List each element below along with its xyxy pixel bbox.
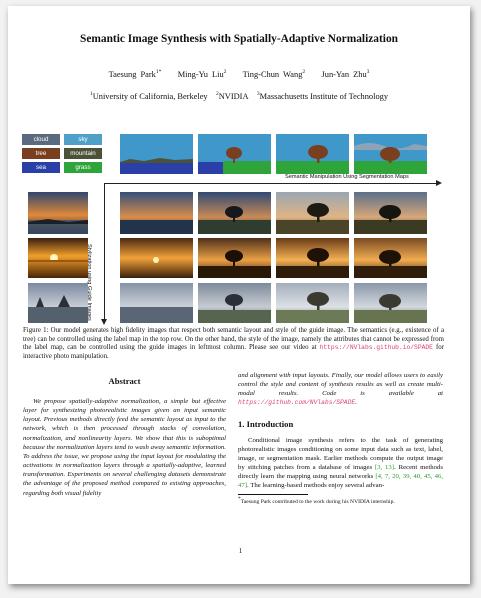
code-url-link[interactable]: https://github.com/NVlabs/SPADE xyxy=(238,399,356,407)
citation-link[interactable]: [4, 7, 20, 39, 40, 45, 46, 47] xyxy=(238,473,444,490)
author-list: Taesung Park1* Ming-Yu Liu2 Ting-Chun Wa… xyxy=(8,69,470,79)
author-name: Taesung Park xyxy=(108,69,156,79)
horizontal-axis-label: Semantic Manipulation Using Segmentation… xyxy=(285,174,409,180)
right-column: and alignment with input layouts. Finall… xyxy=(238,371,443,504)
author-sup: 3 xyxy=(366,69,370,75)
segmap-3 xyxy=(276,134,349,174)
intro-part-2: . Recent methods directly learn the mapp… xyxy=(238,464,444,481)
affiliation-list: 1University of California, Berkeley 2NVI… xyxy=(8,91,470,101)
result-r2-c2 xyxy=(198,238,271,278)
figure-caption: Figure 1: Our model generates high fidel… xyxy=(23,327,444,362)
legend-sky: sky xyxy=(64,134,102,145)
intro-part-1: Conditional image synthesis refers to th… xyxy=(238,436,443,472)
abstract-continued-text: and alignment with input layouts. Finall… xyxy=(238,372,443,398)
abstract-continued: and alignment with input layouts. Finall… xyxy=(238,371,443,408)
caption-tail: for interactive photo manipulation. xyxy=(23,344,444,361)
result-r2-c1 xyxy=(120,238,193,278)
result-r1-c2 xyxy=(198,192,271,234)
result-r1-c1 xyxy=(120,192,193,234)
vertical-axis-arrow xyxy=(101,183,107,325)
footnote-rule xyxy=(238,493,308,495)
result-r2-c3 xyxy=(276,238,349,278)
intro-part-3: . The learning-based methods enjoy sever… xyxy=(247,482,385,490)
footnote: *Taesung Park contributed to the work du… xyxy=(238,496,443,505)
segmap-4 xyxy=(354,134,427,174)
segmap-2 xyxy=(198,134,271,174)
legend-grass: grass xyxy=(64,162,102,173)
author-name: Jun-Yan Zhu xyxy=(321,69,367,79)
result-r3-c2 xyxy=(198,283,271,323)
legend-tree: tree xyxy=(22,148,60,159)
footnote-text: Taesung Park contributed to the work dur… xyxy=(240,498,395,505)
segmap-1 xyxy=(120,134,193,174)
affiliation-name: University of California, Berkeley xyxy=(92,91,208,101)
introduction-heading: 1. Introduction xyxy=(238,418,294,429)
affiliation-sup: 1 xyxy=(89,91,93,97)
affiliation-sup: 2 xyxy=(216,91,219,97)
legend-sea: sea xyxy=(22,162,60,173)
result-r1-c4 xyxy=(354,192,427,234)
author-sup: 2 xyxy=(302,69,306,75)
affiliation-name: Massachusetts Institute of Technology xyxy=(259,91,389,101)
result-r3-c3 xyxy=(276,283,349,323)
label-legend: cloud sky tree mountain sea grass xyxy=(22,134,102,174)
guide-image-2 xyxy=(28,238,88,278)
horizontal-axis-arrow xyxy=(104,180,442,186)
author-name: Ming-Yu Liu xyxy=(177,69,224,79)
result-r3-c4 xyxy=(354,283,427,323)
guide-image-3 xyxy=(28,283,88,323)
citation-link[interactable]: [3, 13] xyxy=(374,464,395,472)
caption-text: Figure 1: Our model generates high fidel… xyxy=(23,327,444,352)
result-r2-c4 xyxy=(354,238,427,278)
legend-mountain: mountain xyxy=(64,148,102,159)
abstract-text: We propose spatially-adaptive normalizat… xyxy=(23,398,226,497)
caption-url-link[interactable]: https://NVlabs.github.io/SPADE xyxy=(319,344,433,352)
legend-cloud: cloud xyxy=(22,134,60,145)
result-r1-c3 xyxy=(276,192,349,234)
page-number: 1 xyxy=(238,547,243,555)
result-r3-c1 xyxy=(120,283,193,323)
author-sup: 1* xyxy=(155,69,162,75)
abstract-end-punct: . xyxy=(355,399,357,407)
paper-title: Semantic Image Synthesis with Spatially-… xyxy=(80,33,398,45)
footnote-sup: * xyxy=(238,495,241,502)
abstract-heading: Abstract xyxy=(108,376,141,386)
author-sup: 2 xyxy=(223,69,227,75)
author-name: Ting-Chun Wang xyxy=(242,69,303,79)
left-column: Abstract We propose spatially-adaptive n… xyxy=(23,371,226,498)
guide-image-1 xyxy=(28,192,88,234)
affiliation-name: NVIDIA xyxy=(218,91,249,101)
affiliation-sup: 3 xyxy=(256,91,260,97)
introduction-text: Conditional image synthesis refers to th… xyxy=(238,436,443,491)
